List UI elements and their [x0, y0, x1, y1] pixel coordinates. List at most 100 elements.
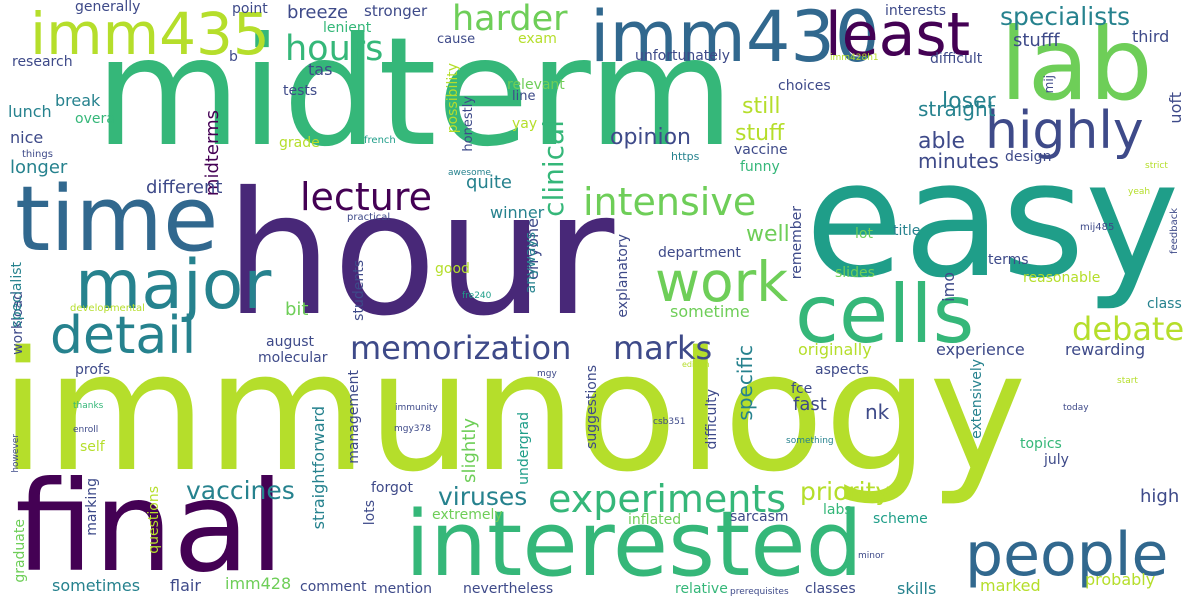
- word-something: something: [786, 436, 834, 446]
- word-specialist: specialist: [9, 262, 25, 328]
- word-winner: winner: [490, 203, 545, 222]
- word-funny: funny: [740, 159, 780, 175]
- word-things: things: [22, 149, 53, 160]
- word-self: self: [80, 439, 105, 455]
- word-profs: profs: [75, 362, 111, 378]
- word-https: https: [671, 150, 700, 163]
- word-title: title: [893, 223, 921, 239]
- word-fast: fast: [793, 394, 827, 415]
- word-able: able: [918, 129, 966, 154]
- word-strict: strict: [1145, 161, 1168, 171]
- word-mij485: mij485: [1080, 222, 1115, 233]
- word-slides: slides: [835, 265, 875, 281]
- word-major: major: [75, 246, 272, 325]
- word-memorization: memorization: [350, 329, 572, 367]
- word-vaccines: vaccines: [186, 476, 295, 505]
- word-lab: lab: [1000, 6, 1153, 123]
- word-sometimes: sometimes: [52, 576, 141, 595]
- word-csb351: csb351: [653, 417, 686, 427]
- word-reasonable: reasonable: [1023, 270, 1101, 286]
- word-tests: tests: [283, 83, 318, 99]
- word-scheme: scheme: [873, 511, 928, 527]
- word-choices: choices: [778, 78, 831, 94]
- word-break: break: [55, 91, 101, 110]
- word-interests: interests: [885, 3, 947, 19]
- word-practical: practical: [347, 212, 391, 223]
- word-final: final: [15, 455, 285, 600]
- word-uoft: uoft: [1166, 92, 1185, 124]
- word-cause: cause: [437, 32, 476, 47]
- word-forgot: forgot: [371, 480, 413, 496]
- word-lot: lot: [855, 226, 873, 242]
- word-specialists: specialists: [1000, 2, 1131, 31]
- word-fre240: fre240: [462, 291, 492, 301]
- word-priority: priority: [800, 477, 891, 506]
- word-loser: loser: [942, 89, 996, 114]
- word-experiments: experiments: [548, 477, 787, 521]
- word-easy: easy: [805, 126, 1180, 313]
- word-quite: quite: [466, 172, 512, 193]
- word-immunity: immunity: [395, 403, 438, 413]
- word-today: today: [1063, 403, 1089, 413]
- word-intensive: intensive: [583, 180, 757, 224]
- word-french: french: [364, 135, 396, 146]
- word-nevertheless: nevertheless: [463, 581, 554, 597]
- word-feedback: feedback: [1169, 208, 1180, 254]
- word-edition: edition: [682, 360, 710, 369]
- word-students: students: [351, 260, 367, 321]
- word-topics: topics: [1020, 436, 1062, 452]
- word-research: research: [12, 54, 73, 70]
- word-lunch: lunch: [8, 102, 52, 121]
- word-stronger: stronger: [364, 2, 428, 20]
- word-b: b: [229, 49, 238, 65]
- word-prerequisites: prerequisites: [730, 587, 789, 597]
- word-good: good: [435, 261, 470, 277]
- word-tas: tas: [308, 60, 333, 79]
- word-imm430: imm430: [590, 0, 880, 78]
- word-still: still: [742, 94, 781, 119]
- word-originally: originally: [798, 340, 872, 359]
- word-slightly: slightly: [459, 418, 480, 483]
- word-sometime: sometime: [670, 302, 750, 321]
- word-awesome: awesome: [448, 168, 491, 178]
- word-stufff: stufff: [1013, 30, 1060, 51]
- word-midterm: midterm: [95, 6, 735, 180]
- word-developmental: developmental: [70, 303, 145, 314]
- word-clinical: clinical: [537, 120, 570, 217]
- word-difficulty: difficulty: [704, 389, 720, 450]
- word-rewarding: rewarding: [1065, 340, 1146, 359]
- word-people: people: [965, 520, 1169, 590]
- word-vaccine: vaccine: [734, 142, 788, 158]
- word-august: august: [266, 334, 314, 350]
- word-comment: comment: [300, 579, 367, 595]
- word-molecular: molecular: [258, 350, 328, 366]
- word-straightforward: straightforward: [309, 406, 328, 530]
- word-mgy: mgy: [537, 369, 557, 379]
- word-overall: overall: [75, 111, 123, 127]
- word-sarcasm: sarcasm: [730, 509, 789, 525]
- word-aspects: aspects: [815, 362, 869, 378]
- word-different: different: [146, 177, 223, 198]
- word-breeze: breeze: [287, 2, 349, 23]
- word-yeah: yeah: [1128, 187, 1151, 197]
- word-line: line: [512, 89, 536, 104]
- word-honestly: honestly: [461, 96, 476, 152]
- word-july: july: [1044, 452, 1069, 468]
- word-marking: marking: [84, 478, 100, 536]
- word-thanks: thanks: [73, 401, 104, 411]
- word-hours: hours: [285, 29, 384, 69]
- word-fce: fce: [791, 381, 813, 397]
- word-detail: detail: [50, 306, 197, 366]
- word-imm428h1: imm428h1: [830, 53, 879, 63]
- word-longer: longer: [10, 157, 68, 178]
- word-flair: flair: [170, 576, 201, 595]
- word-relevant: relevant: [507, 77, 565, 93]
- word-suggestions: suggestions: [584, 365, 600, 449]
- word-time: time: [15, 167, 219, 272]
- word-mij: mij: [1042, 75, 1056, 94]
- word-generally: generally: [75, 0, 141, 15]
- word-skills: skills: [897, 579, 937, 598]
- word-hour: hour: [225, 156, 615, 354]
- word-explanatory: explanatory: [615, 234, 631, 318]
